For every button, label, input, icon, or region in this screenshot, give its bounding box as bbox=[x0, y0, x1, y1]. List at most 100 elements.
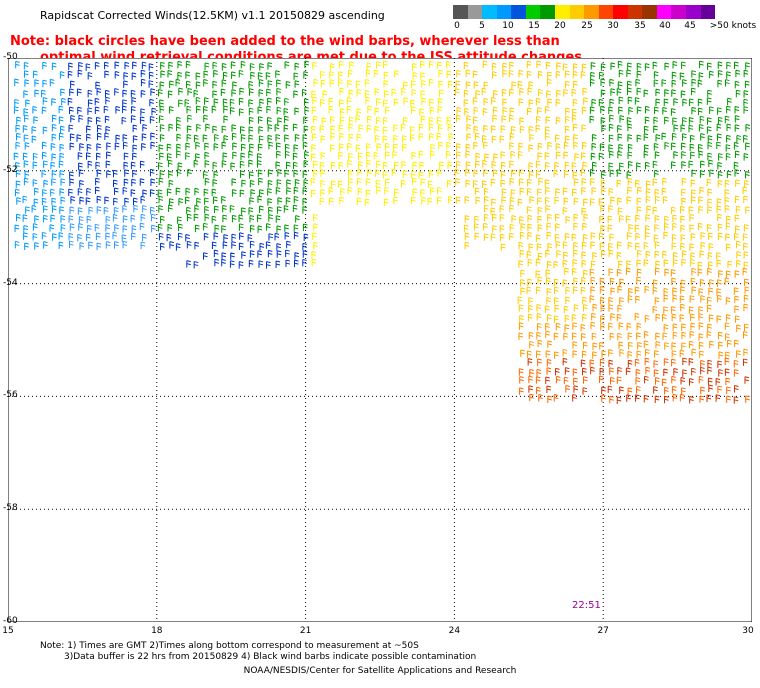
wind-barb bbox=[420, 178, 426, 186]
wind-barb bbox=[276, 206, 282, 214]
wind-barb bbox=[24, 170, 30, 179]
wind-barb bbox=[104, 196, 109, 204]
wind-barb bbox=[555, 70, 561, 79]
wind-barb bbox=[238, 261, 244, 269]
wind-barb bbox=[736, 324, 741, 332]
wind-barb bbox=[571, 332, 577, 340]
wind-barb bbox=[474, 223, 479, 231]
wind-barb bbox=[86, 143, 92, 152]
wind-barb bbox=[23, 177, 29, 186]
wind-barb bbox=[689, 224, 695, 232]
wind-barb bbox=[412, 72, 418, 80]
wind-barb bbox=[401, 179, 406, 188]
wind-barb bbox=[340, 187, 345, 196]
wind-barb bbox=[608, 162, 614, 170]
wind-barb bbox=[535, 124, 541, 133]
wind-barb bbox=[437, 124, 443, 132]
wind-barb bbox=[627, 96, 633, 105]
wind-barb bbox=[193, 213, 199, 222]
wind-barb bbox=[195, 81, 201, 89]
wind-barb bbox=[717, 171, 723, 179]
wind-barb bbox=[536, 243, 542, 251]
wind-barb bbox=[286, 187, 291, 195]
wind-barb bbox=[725, 333, 730, 341]
longitude-label: 15 bbox=[2, 626, 14, 636]
wind-barb bbox=[591, 332, 597, 341]
wind-barb bbox=[643, 259, 649, 267]
wind-barb bbox=[313, 169, 318, 178]
wind-barb bbox=[455, 178, 460, 186]
wind-barb bbox=[637, 186, 642, 195]
wind-barb bbox=[418, 171, 424, 179]
wind-barb bbox=[238, 242, 244, 251]
wind-barb bbox=[34, 215, 39, 223]
wind-barb bbox=[339, 132, 344, 141]
wind-barb bbox=[319, 197, 325, 205]
wind-barb bbox=[673, 151, 678, 159]
wind-barb bbox=[302, 242, 307, 251]
wind-barb bbox=[268, 214, 273, 222]
wind-barb bbox=[366, 151, 371, 160]
wind-barb bbox=[673, 368, 678, 376]
wind-barb bbox=[87, 117, 93, 125]
wind-barb bbox=[311, 258, 317, 267]
wind-barb bbox=[672, 214, 677, 223]
wind-barb bbox=[617, 81, 623, 89]
wind-barb bbox=[682, 117, 687, 125]
wind-barb bbox=[149, 168, 155, 177]
wind-barb bbox=[222, 204, 227, 213]
wind-barb bbox=[95, 186, 100, 195]
wind-barb bbox=[430, 143, 435, 152]
wind-barb bbox=[348, 169, 353, 178]
wind-barb bbox=[394, 188, 399, 196]
wind-barb bbox=[187, 88, 193, 96]
wind-barb bbox=[293, 231, 299, 240]
wind-barb bbox=[249, 63, 255, 71]
wind-barb bbox=[501, 188, 507, 196]
wind-barb bbox=[700, 241, 706, 250]
wind-barb bbox=[230, 162, 236, 170]
wind-barb bbox=[662, 313, 667, 322]
wind-barb bbox=[617, 60, 623, 69]
wind-barb bbox=[690, 277, 696, 286]
wind-barb bbox=[616, 251, 622, 260]
wind-barb bbox=[681, 387, 686, 395]
wind-barb bbox=[528, 297, 533, 305]
wind-barb bbox=[49, 78, 55, 87]
wind-barb bbox=[572, 63, 578, 71]
wind-barb bbox=[311, 133, 317, 141]
wind-barb bbox=[717, 213, 722, 222]
wind-barb bbox=[608, 123, 614, 132]
wind-barb bbox=[51, 62, 57, 70]
wind-barb bbox=[231, 241, 236, 249]
wind-barb bbox=[196, 123, 201, 132]
wind-barb bbox=[663, 395, 669, 404]
wind-barb bbox=[150, 178, 156, 186]
wind-barb bbox=[31, 126, 37, 134]
wind-barb bbox=[149, 116, 155, 124]
wind-barb bbox=[265, 72, 271, 80]
wind-barb bbox=[106, 170, 111, 178]
wind-barb bbox=[229, 260, 235, 268]
wind-barb bbox=[627, 151, 633, 159]
wind-barb bbox=[286, 179, 291, 187]
wind-barb bbox=[78, 61, 83, 70]
wind-barb bbox=[104, 132, 109, 141]
wind-barb bbox=[158, 177, 164, 186]
wind-barb bbox=[700, 232, 706, 240]
wind-barb bbox=[367, 115, 372, 124]
wind-barb bbox=[241, 179, 246, 188]
wind-barb bbox=[365, 189, 371, 197]
wind-barb bbox=[213, 249, 219, 258]
wind-barb bbox=[43, 241, 48, 249]
wind-barb bbox=[169, 241, 174, 249]
wind-barb bbox=[94, 97, 100, 106]
wind-barb bbox=[364, 198, 370, 206]
wind-barb bbox=[267, 180, 273, 188]
wind-barb bbox=[267, 169, 273, 177]
wind-barb bbox=[619, 386, 624, 394]
wind-barb bbox=[454, 88, 460, 96]
wind-barb bbox=[328, 97, 334, 106]
wind-barb bbox=[556, 250, 561, 258]
wind-barb bbox=[671, 242, 677, 250]
